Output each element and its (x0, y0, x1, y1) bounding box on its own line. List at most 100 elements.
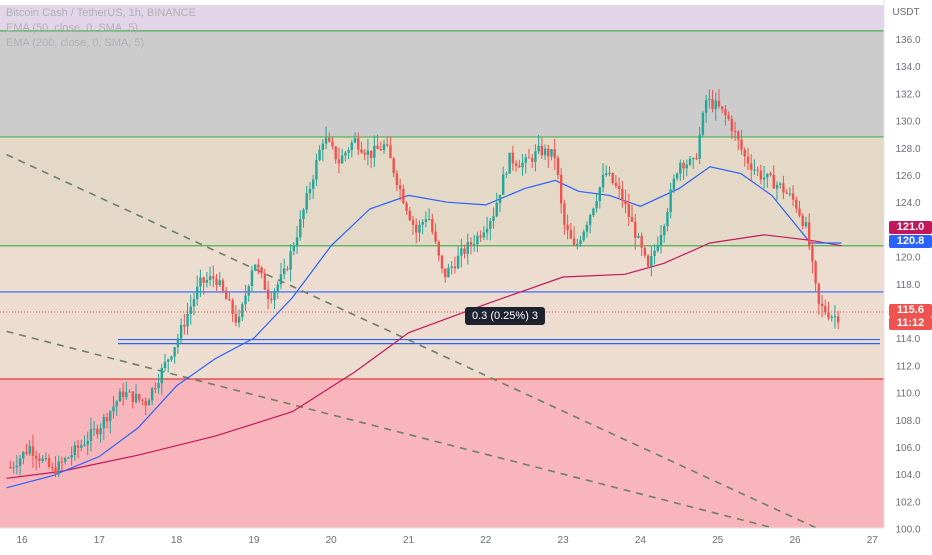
candle-body (70, 455, 73, 458)
candle-body (25, 451, 28, 454)
candle-body (402, 188, 405, 204)
candle-body (431, 218, 434, 232)
candle-body (170, 356, 173, 360)
horizontal-levels[interactable] (0, 30, 884, 380)
candle-body (334, 146, 337, 160)
price-tick-label: 124.0 (895, 198, 920, 209)
candle-body (791, 193, 795, 200)
candle-body (701, 112, 705, 135)
candle-body (237, 316, 241, 323)
candle-body (453, 266, 457, 269)
candle-body (759, 170, 763, 180)
candle-body (218, 280, 221, 286)
price-tick-label: 104.0 (895, 470, 920, 481)
candle-body (447, 267, 450, 278)
candle-body (550, 149, 553, 157)
candle-body (514, 163, 518, 166)
candle-body (617, 186, 621, 189)
candle-body (257, 264, 260, 268)
candle-body (299, 219, 302, 238)
candle-body (524, 157, 527, 163)
trendline-0[interactable] (6, 153, 842, 541)
candle-body (376, 145, 379, 149)
ema200-line (6, 234, 842, 479)
candle-body (766, 173, 769, 178)
time-tick-label: 23 (558, 535, 570, 546)
candle-body (659, 235, 663, 246)
ema200-price-tag: 120.8 (889, 235, 932, 248)
candle-body (833, 316, 837, 318)
candle-body (121, 391, 125, 398)
candle-body (611, 173, 614, 184)
candle-body (408, 210, 411, 220)
candle-body (89, 429, 93, 441)
chart-legend: Bitcoin Cash / TetherUS, 1h, BINANCE EMA… (6, 6, 196, 51)
candle-body (392, 158, 395, 174)
candle-body (270, 298, 273, 301)
candle-body (41, 458, 44, 462)
time-tick-label: 18 (171, 535, 183, 546)
candle-body (656, 245, 659, 251)
candle-body (521, 162, 524, 168)
candle-body (189, 306, 192, 314)
candle-body (192, 299, 196, 307)
candle-body (634, 221, 637, 238)
candle-body (688, 158, 692, 165)
candle-body (556, 158, 560, 175)
candle-body (827, 312, 830, 318)
price-tick-label: 100.0 (895, 525, 920, 536)
candle-body (208, 276, 212, 281)
candle-body (344, 152, 347, 156)
candle-body (105, 417, 109, 422)
candle-body (624, 200, 627, 205)
candle-body (592, 208, 595, 216)
candle-body (518, 165, 521, 168)
candle-body (508, 152, 511, 174)
candle-body (595, 201, 598, 209)
candle-body (817, 283, 821, 304)
trendlines[interactable] (6, 153, 842, 541)
price-tick-label: 120.0 (895, 253, 920, 264)
candle-body (511, 152, 515, 164)
candle-body (363, 152, 366, 155)
candle-body (9, 467, 12, 469)
price-axis-panel[interactable] (884, 0, 932, 528)
candle-body (163, 361, 167, 368)
candle-body (498, 194, 502, 204)
candle-body (537, 145, 540, 152)
candle-body (559, 174, 563, 204)
candle-body (199, 277, 202, 287)
trendline-1[interactable] (6, 330, 819, 541)
candle-body (547, 148, 550, 157)
candle-body (424, 219, 428, 222)
candle-body (772, 174, 775, 189)
candle-body (337, 159, 341, 164)
candle-body (282, 268, 286, 275)
candle-body (83, 444, 86, 446)
candle-body (650, 256, 653, 267)
candle-body (369, 150, 373, 158)
candle-body (96, 428, 99, 435)
candle-body (266, 289, 270, 299)
symbol-title[interactable]: Bitcoin Cash / TetherUS, 1h, BINANCE (6, 7, 196, 19)
currency-label: USDT (892, 7, 919, 18)
candle-body (102, 417, 106, 429)
ema50-legend[interactable]: EMA (50, close, 0, SMA, 5) (6, 22, 139, 34)
countdown-tag: 11:12 (889, 317, 932, 330)
candle-body (640, 235, 643, 248)
candle-body (231, 300, 234, 315)
ema200-legend[interactable]: EMA (200, close, 0, SMA, 5) (6, 37, 145, 49)
candle-body (157, 383, 160, 389)
time-axis-panel[interactable] (0, 528, 932, 550)
candle-body (150, 388, 154, 401)
candle-body (57, 461, 60, 475)
candle-body (395, 173, 399, 186)
candle-body (669, 189, 672, 212)
candle-body (398, 185, 402, 189)
candle-body (144, 400, 147, 406)
candle-body (482, 232, 486, 238)
candle-body (415, 224, 418, 233)
candle-body (476, 235, 479, 245)
